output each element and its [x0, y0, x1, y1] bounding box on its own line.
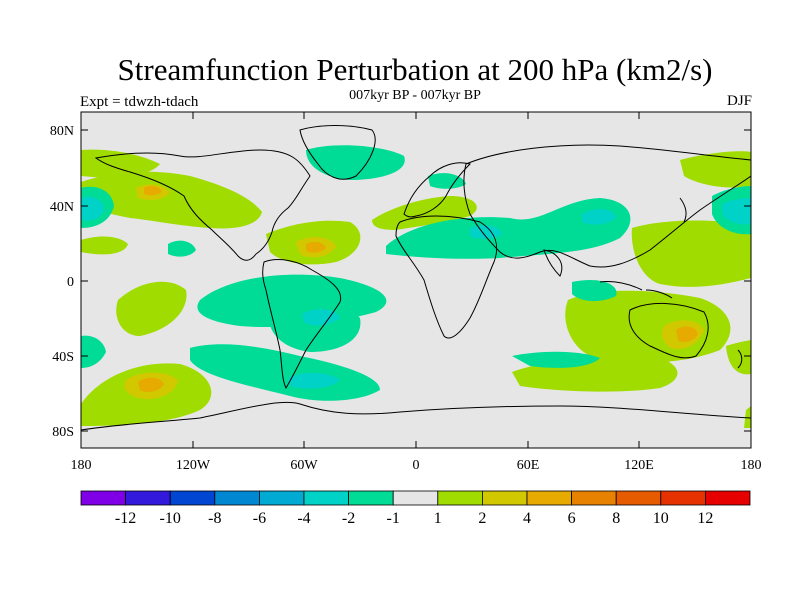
coast-asia [463, 144, 751, 268]
colorbar-swatch [80, 490, 126, 506]
fill-pos3-spac [138, 377, 164, 392]
fill-region-asia [631, 220, 751, 287]
colorbar-label: -6 [253, 510, 266, 527]
colorbar-swatch [615, 490, 662, 506]
colorbar-swatch [303, 490, 349, 506]
fill-neg2-npac-west [81, 196, 104, 221]
coast-north-america [94, 149, 311, 261]
coastlines [81, 125, 751, 431]
experiment-label: Expt = tdwzh-tdach [80, 94, 199, 110]
fill-neg1-midest [386, 198, 631, 259]
lat-tick-label: 40N [50, 200, 74, 215]
colorbar-swatch [660, 490, 706, 506]
coast-africa [395, 215, 498, 339]
coast-indonesia [599, 281, 673, 299]
fill-region-spac [116, 281, 187, 336]
fill-pos3-aus [676, 326, 698, 342]
fill-neg1-antarc [512, 351, 600, 368]
plot-subtitle: 007kyr BP - 007kyr BP [349, 88, 481, 103]
fill-neg1-sind-ring [572, 279, 617, 302]
colorbar-label: -8 [208, 510, 221, 527]
lat-axis: 80N 40N 0 40S 80S [50, 124, 751, 440]
fill-neg1-pac-tropic [168, 240, 196, 257]
fill-region-npac-east [680, 151, 751, 188]
colorbar-label: 12 [697, 510, 713, 527]
colorbar-swatch [392, 490, 439, 506]
coast-new-zealand [737, 349, 743, 369]
colorbar-swatch [526, 490, 572, 506]
fill-neg2-asia [582, 209, 616, 225]
colorbar-label: -1 [387, 510, 400, 527]
colorbar-swatch [258, 490, 305, 506]
lon-tick-label: 60E [517, 458, 540, 473]
lon-tick-label: 0 [413, 458, 420, 473]
lon-tick-label: 120W [176, 458, 211, 473]
fill-region-npac [81, 171, 262, 229]
fill-neg1-sindian [81, 335, 106, 368]
colorbar-swatch [705, 490, 751, 506]
colorbar-swatch [481, 490, 528, 506]
fill-region-pac-tropic [81, 236, 128, 255]
colorbar: -12 -10 -8 -6 -4 -2 -1 1 2 4 6 8 10 12 [80, 490, 751, 527]
colorbar-label: 8 [612, 510, 620, 527]
colorbar-label: -10 [160, 510, 181, 527]
lat-tick-label: 80N [50, 124, 74, 139]
colorbar-label: 2 [478, 510, 486, 527]
colorbar-swatch [125, 490, 171, 506]
lon-tick-label: 180 [741, 458, 762, 473]
fill-neg2-spac [288, 372, 340, 389]
colorbar-swatch [437, 490, 483, 506]
colorbar-label: 10 [653, 510, 669, 527]
lon-tick-label: 60W [290, 458, 318, 473]
fill-region-med [372, 196, 477, 230]
lat-tick-label: 80S [52, 425, 74, 440]
colorbar-swatch [571, 490, 617, 506]
colorbar-swatch [214, 490, 260, 506]
colorbar-label: -12 [115, 510, 136, 527]
coast-europe [403, 162, 471, 218]
lon-tick-label: 180 [71, 458, 92, 473]
fill-pos3-npac [144, 185, 162, 196]
colorbar-label: 6 [568, 510, 576, 527]
colorbar-label: 1 [434, 510, 442, 527]
plot-title: Streamfunction Perturbation at 200 hPa (… [117, 52, 713, 87]
colorbar-label: -4 [297, 510, 310, 527]
colorbar-label: 4 [523, 510, 531, 527]
lon-axis: 180 120W 60W 0 60E 120E 180 [71, 112, 762, 473]
fill-region-sindian [565, 290, 731, 363]
fill-region-antarc [744, 406, 751, 428]
colorbar-label: -2 [342, 510, 355, 527]
colorbar-swatch [348, 490, 394, 506]
fill-neg2-npac-east [722, 198, 751, 225]
fill-region-far-east-s [726, 340, 751, 375]
coast-india [543, 249, 563, 277]
fill-neg2-satl [302, 309, 340, 326]
coast-australia [628, 302, 709, 359]
coast-antarctica [81, 401, 751, 431]
coast-japan [679, 197, 687, 223]
fill-neg1-spac-mid [190, 344, 380, 401]
fill-neg1-scand [428, 173, 466, 189]
coast-south-america [262, 259, 342, 390]
fill-pos3-atl [306, 241, 326, 253]
fill-region-arctic-west [81, 149, 160, 178]
lat-tick-label: 0 [67, 275, 74, 290]
season-label: DJF [726, 93, 752, 109]
coast-greenland [299, 125, 376, 180]
lon-tick-label: 120E [624, 458, 654, 473]
colorbar-swatch [169, 490, 216, 506]
fill-neg1-arctic [306, 145, 405, 180]
lat-tick-label: 40S [52, 350, 74, 365]
contour-fills [81, 145, 751, 428]
